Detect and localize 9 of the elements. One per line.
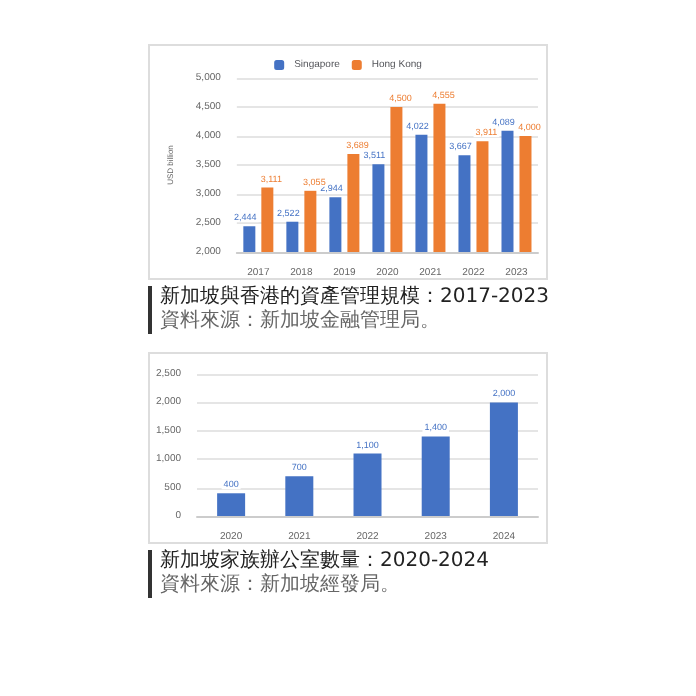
source-note: 資料來源：新加坡經發局。 xyxy=(160,574,402,598)
bar xyxy=(421,436,450,516)
text: 新加坡與香港的資產管理規模：2017-2023 xyxy=(160,286,552,309)
bar xyxy=(489,402,518,516)
source-note: 資料來源：新加坡金融管理局。 xyxy=(160,310,442,334)
bar xyxy=(353,453,382,516)
bar xyxy=(217,493,246,516)
bar xyxy=(285,476,314,516)
text: 新加坡家族辦公室數量：2020-2024 xyxy=(160,550,492,573)
